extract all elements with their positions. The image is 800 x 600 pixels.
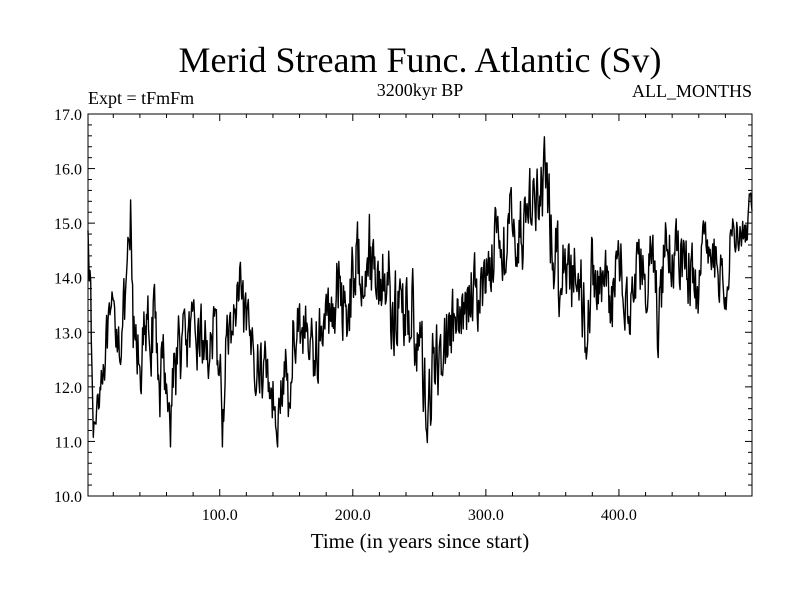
chart-title: Merid Stream Func. Atlantic (Sv) (179, 40, 662, 80)
y-tick-label: 12.0 (54, 380, 82, 397)
y-tick-label: 13.0 (54, 325, 82, 342)
period-label: 3200kyr BP (377, 80, 464, 100)
y-tick-label: 16.0 (54, 162, 82, 179)
y-tick-label: 15.0 (54, 216, 82, 233)
x-tick-label: 300.0 (468, 507, 504, 524)
months-label: ALL_MONTHS (632, 81, 752, 101)
y-tick-label: 14.0 (54, 271, 82, 288)
y-tick-label: 10.0 (54, 489, 82, 506)
x-axis-label: Time (in years since start) (311, 529, 530, 553)
x-tick-label: 100.0 (202, 507, 238, 524)
experiment-label: Expt = tFmFm (88, 88, 194, 108)
y-tick-label: 11.0 (55, 434, 82, 451)
x-tick-label: 400.0 (601, 507, 637, 524)
x-tick-label: 200.0 (335, 507, 371, 524)
y-tick-label: 17.0 (54, 107, 82, 124)
plot-area: 10.0 11.0 12.0 13.0 14.0 15.0 16.0 17.0 100.0 200… (54, 107, 753, 524)
plot-frame (87, 113, 753, 497)
series-line (87, 136, 753, 448)
